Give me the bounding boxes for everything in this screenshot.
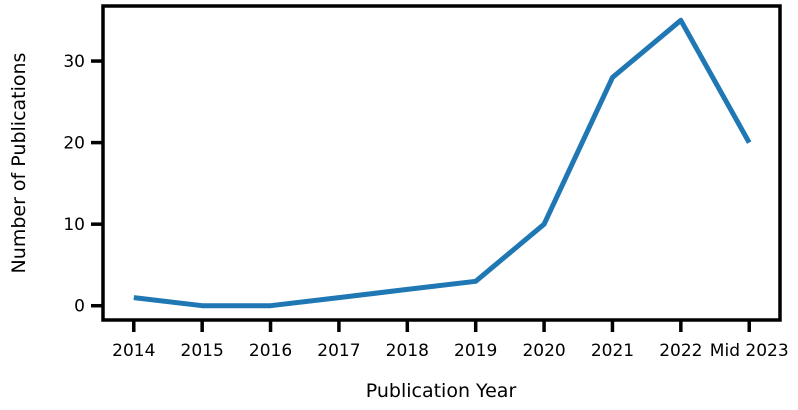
y-tick-label: 0 [74, 297, 85, 317]
x-tick-label: 2020 [522, 341, 565, 361]
y-ticks [91, 59, 102, 308]
x-tick-label: 2019 [454, 341, 497, 361]
y-tick-label: 30 [63, 52, 85, 72]
x-tick-label: 2014 [112, 341, 155, 361]
data-line [133, 17, 752, 309]
y-tick-label: 20 [63, 134, 85, 154]
x-tick-label: 2015 [181, 341, 224, 361]
x-ticks [132, 321, 751, 332]
y-axis-label: Number of Publications [8, 53, 30, 274]
plot-area-border [101, 4, 782, 322]
x-tick-label: 2018 [386, 341, 429, 361]
x-tick-label: 2022 [659, 341, 702, 361]
x-tick-label: Mid 2023 [710, 341, 789, 361]
x-tick-label: 2021 [591, 341, 634, 361]
x-tick-label: 2017 [317, 341, 360, 361]
y-tick-label: 10 [63, 215, 85, 235]
x-tick-labels: 2014 2015 2016 2017 2018 2019 2020 2021 2022 Mid … [112, 341, 789, 361]
x-axis-label: Publication Year [366, 380, 517, 402]
y-tick-labels: 0 10 20 30 [63, 52, 85, 317]
x-tick-label: 2016 [249, 341, 292, 361]
